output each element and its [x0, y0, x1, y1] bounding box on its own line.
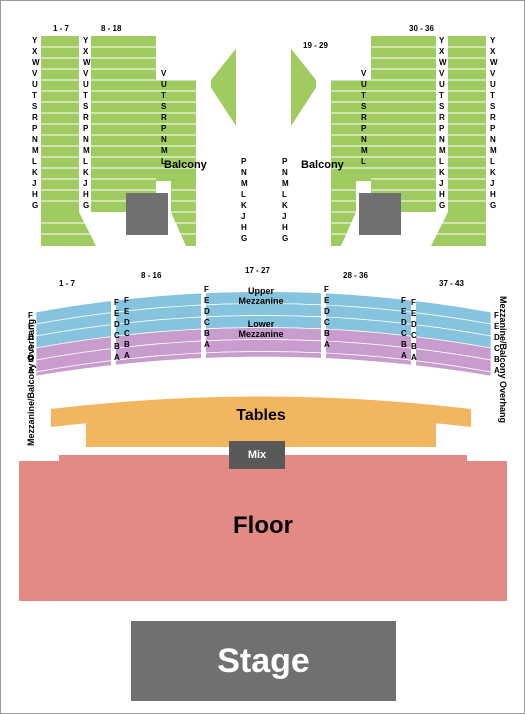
balc-rows-lower-left: P N M L K J H G — [241, 156, 248, 244]
tables-label: Tables — [236, 407, 286, 425]
mezz-rows-gap3: F E D C B A — [324, 284, 330, 350]
stage-label: Stage — [217, 642, 310, 681]
mezz-range-3: 17 - 27 — [245, 266, 270, 275]
floor-block[interactable]: Floor — [19, 461, 507, 601]
balcony-svg[interactable] — [41, 31, 486, 246]
balcony-left-label: Balcony — [164, 159, 207, 171]
upper-mezz-label: Upper Mezzanine — [211, 283, 311, 311]
mezz-range-4: 28 - 36 — [343, 271, 368, 280]
balcony-left-box — [126, 193, 168, 235]
balc-rows-gap-right: Y X W V U T S R P N M L K J H G — [439, 35, 447, 211]
balc-range-4: 30 - 36 — [409, 24, 434, 33]
mezz-rows-gap2: F E D C B A — [204, 284, 210, 350]
lower-mezz-label: Lower Mezzanine — [211, 316, 311, 344]
floor-label: Floor — [233, 512, 293, 540]
stage-block[interactable]: Stage — [131, 621, 396, 701]
mezz-range-1: 1 - 7 — [59, 279, 75, 288]
balc-range-3: 19 - 29 — [303, 41, 328, 50]
balc-rows-center-left: V U T S R P N M L — [161, 68, 168, 167]
balc-rows-center-right: V U T S R P N M L — [361, 68, 368, 167]
mix-block[interactable]: Mix — [229, 441, 285, 469]
mezz-rows-gap1: F E D C B A — [114, 297, 120, 363]
mezz-rows-far-right: F E D C B A — [494, 310, 500, 376]
seating-chart: Stage Floor Mix Tables Mezzanine/Balcony… — [0, 0, 525, 714]
mezz-rows-gap1b: F E D C B A — [124, 295, 130, 361]
balcony-right-label: Balcony — [301, 159, 344, 171]
balc-rows-far-right: Y X W V U T S R P N M L K J H G — [490, 35, 498, 211]
balc-range-2: 8 - 18 — [101, 24, 121, 33]
mezz-rows-gap4: F E D C B A — [401, 295, 407, 361]
balc-rows-lower-right: P N M L K J H G — [282, 156, 289, 244]
mix-label: Mix — [248, 449, 266, 461]
mezz-range-5: 37 - 43 — [439, 279, 464, 288]
balc-rows-far-left: Y X W V U T S R P N M L K J H G — [32, 35, 40, 211]
tables-label-box: Tables — [51, 401, 471, 431]
balc-rows-gap-left: Y X W V U T S R P N M L K J H G — [83, 35, 91, 211]
mezz-rows-far-left: F E D C B A — [28, 310, 34, 376]
mezz-range-2: 8 - 16 — [141, 271, 161, 280]
balc-range-1: 1 - 7 — [53, 24, 69, 33]
balcony-right-box — [359, 193, 401, 235]
mezz-rows-gap4b: F E D C B A — [411, 297, 417, 363]
